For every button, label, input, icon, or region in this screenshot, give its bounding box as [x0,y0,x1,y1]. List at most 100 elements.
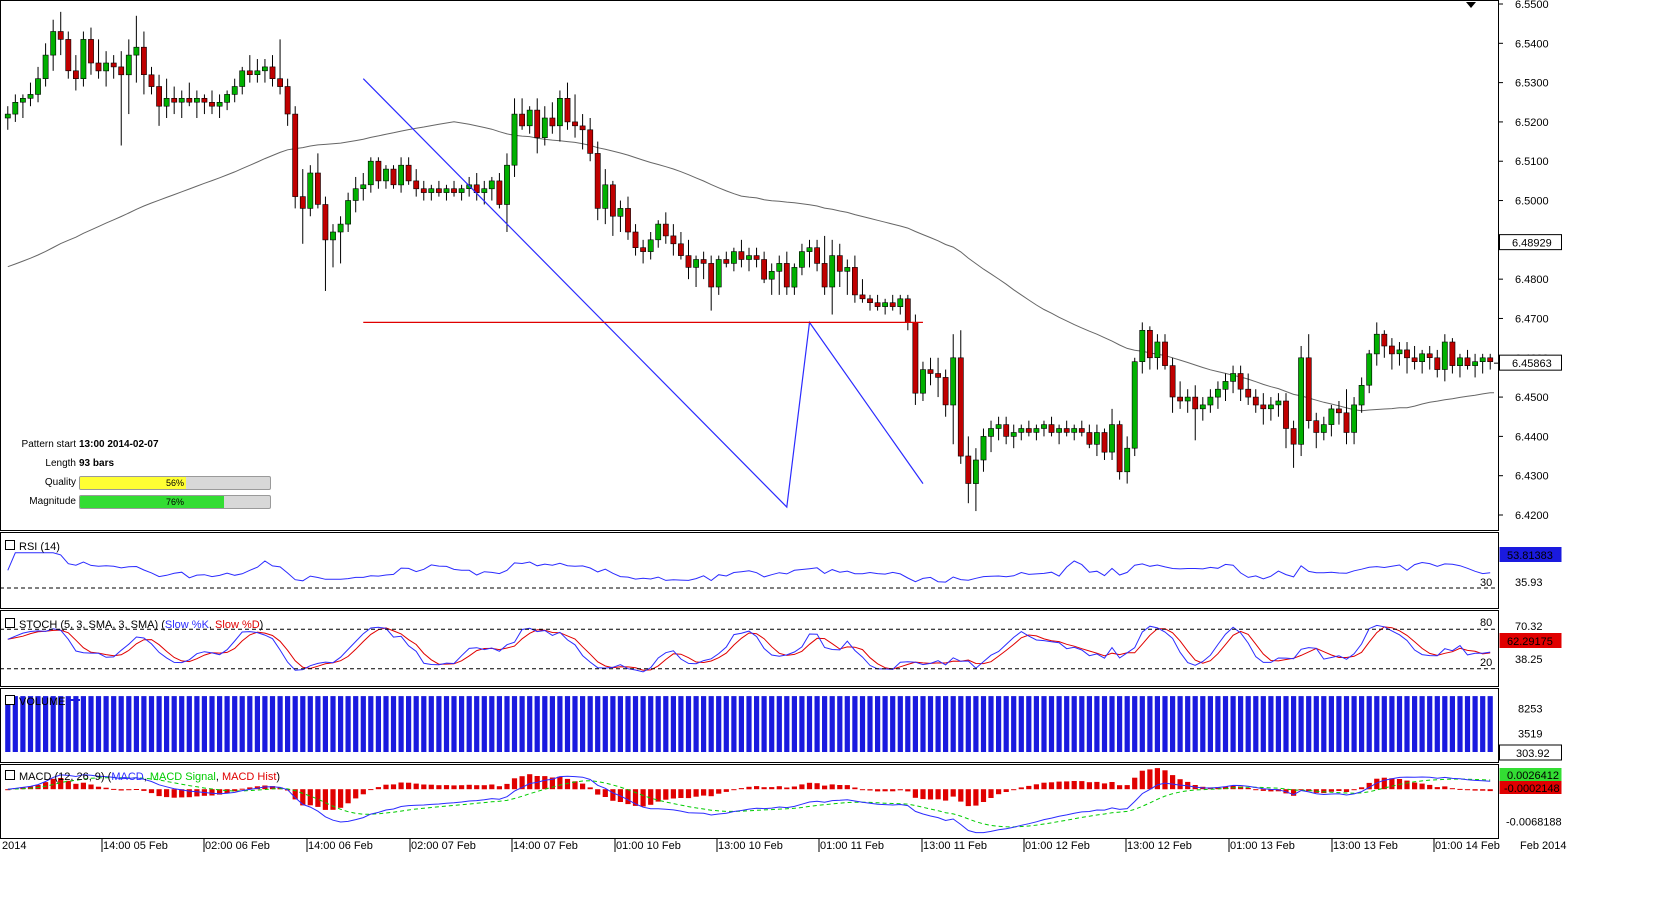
macd-hist-bar [1389,778,1395,790]
candle-body [88,39,94,64]
volume-bar [1033,696,1039,752]
rsi-panel: 30 35.93 53.81383 RSI (14) [0,540,1562,589]
macd-hist-bar [406,782,412,790]
y-tick-label: 6.4200 [1515,510,1549,522]
candle-body [337,223,344,233]
volume-bar [443,696,450,752]
x-tick-label: 14:00 06 Feb [308,840,373,852]
candle-body [851,267,858,296]
volume-bar [209,696,215,752]
macd-hist-bar [1003,789,1009,792]
candle-body [481,188,488,193]
candle-body [1381,333,1388,347]
volume-bar [580,696,586,752]
volume-bar [1381,696,1387,752]
macd-hist-bar [769,787,775,790]
macd-hist-bar [867,789,873,791]
macd-hist-bar [1215,787,1221,790]
macd-hist-bar [1291,789,1297,796]
volume-bar [943,696,949,752]
volume-bar [912,696,918,752]
y-tick-label: 6.5500 [1515,0,1549,11]
macd-hist-bar [292,789,298,800]
candle-body [511,113,518,166]
volume-bar [1291,696,1297,752]
candle-body [655,223,662,241]
macd-hist-bar [822,785,828,790]
macd-hist-bar [224,789,230,794]
candle-body [912,322,919,394]
candle-body [670,235,677,245]
macd-panel: -0.0068188 0.0026412-0.0002148 MACD (12, 2… [5,768,1562,834]
macd-hist-bar [466,784,472,790]
macd-hist-bar [421,784,427,790]
volume-bar [1321,696,1327,752]
candle-body [163,98,170,107]
candle-body [201,98,208,103]
macd-hist-bar [307,789,313,806]
ma-badge-box [1499,234,1562,251]
candle-body [1025,428,1032,433]
volume-bar [920,696,926,752]
volume-bar [1041,696,1047,752]
candle-body [496,180,503,205]
macd-hist-bar [141,789,147,791]
candle-body [1078,428,1085,433]
macd-hist-bar [353,789,359,799]
volume-bar [1336,696,1342,752]
macd-hist-bar [799,784,805,790]
macd-hist-bar [1064,781,1070,790]
rsi-badge-box [1499,547,1562,562]
rsi-line [7,552,1491,583]
magnitude-label: Magnitude [29,496,76,507]
volume-bar [1434,696,1440,752]
candle-body [1010,432,1017,437]
candle-body [874,302,881,307]
candle-body [821,263,828,288]
candle-body [1305,357,1312,421]
x-tick-label: 01:00 10 Feb [616,840,681,852]
candle-body [1003,424,1010,437]
macd-hist-bar [360,789,366,795]
volume-bar [375,696,381,752]
candle-body [390,168,397,186]
volume-bar [738,696,744,752]
quality-bar-fill [80,477,187,489]
volume-bar [1449,696,1455,752]
macd-hist-bar [88,784,94,790]
magnitude-bar: 76% [79,495,271,509]
volume-bar [716,696,722,752]
macd-hist-bar [542,776,548,790]
volume-bar [186,696,192,752]
volume-bar [708,696,714,752]
volume-bar [300,696,306,752]
candle-body [836,255,843,272]
candle-body [299,196,306,209]
volume-bar [1412,696,1418,752]
candle-body [904,298,911,323]
macd-hist-bar [784,787,790,790]
candle-body [1041,424,1047,429]
volume-bar [217,696,223,752]
candle-body [1404,349,1410,359]
candle-body [375,160,382,182]
candle-body [783,263,790,288]
volume-collapse-icon [5,695,15,705]
macd-hist-bar [1048,782,1055,790]
volume-badge-box [1499,744,1562,761]
volume-bar [670,696,676,752]
volume-bar [655,696,661,752]
candle-body [708,263,715,288]
volume-bar [572,696,578,752]
volume-bar [1389,696,1395,752]
volume-bar [1328,696,1334,752]
macd-hist-bar [814,783,820,790]
candle-body [1373,333,1380,355]
volume-bar [201,696,207,752]
candle-body [231,86,238,95]
length-label: Length [45,458,76,469]
macd-hist-bar [746,786,752,790]
macd-hist-bar [723,789,729,792]
volume-bar [806,696,813,752]
macd-hist-bar [549,777,555,790]
